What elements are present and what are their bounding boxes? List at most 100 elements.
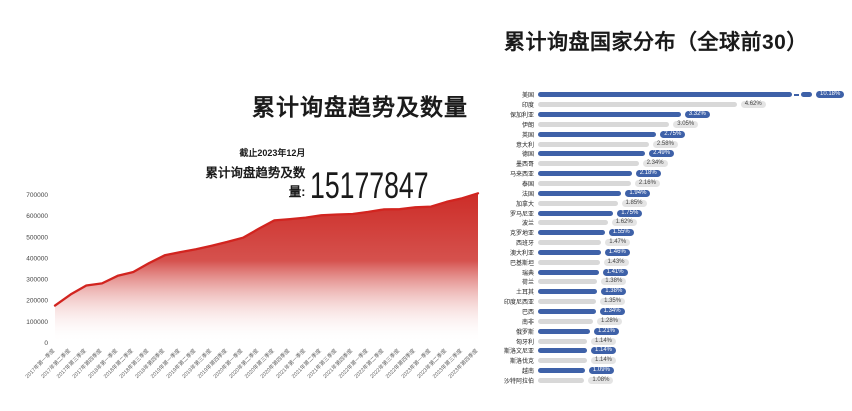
country-bar [538, 318, 593, 324]
country-value-badge: 2.75% [660, 130, 686, 138]
country-row: 加拿大 1.85% [500, 198, 850, 208]
country-row: 西班牙 1.47% [500, 238, 850, 248]
country-label: 保加利亚 [509, 113, 534, 120]
country-bar-segment [538, 92, 792, 98]
country-label: 巴西 [521, 309, 534, 316]
country-bar [538, 102, 737, 108]
cumulative-count-value: 15177847 [310, 165, 429, 207]
country-bar [538, 121, 670, 127]
country-value-badge: 1.38% [601, 288, 627, 296]
country-row: 波兰 1.62% [500, 218, 850, 228]
country-bar [538, 259, 600, 265]
country-bar [538, 200, 618, 206]
country-value-badge: 3.32% [684, 111, 710, 119]
country-label: 罗马尼亚 [509, 211, 534, 218]
country-value-badge: 1.38% [601, 278, 627, 286]
country-label: 印度 [521, 103, 534, 110]
country-label: 澳大利亚 [509, 250, 534, 257]
country-value-badge: 1.35% [600, 298, 626, 306]
country-label: 德国 [521, 152, 534, 159]
country-label: 斯洛文尼亚 [503, 349, 534, 356]
country-row: 荷兰 1.38% [500, 277, 850, 287]
country-row: 马来西亚 2.18% [500, 169, 850, 179]
country-label: 印度尼西亚 [503, 300, 534, 307]
country-row: 伊朗 3.05% [500, 120, 850, 130]
country-value-badge: 2.34% [642, 160, 668, 168]
trend-stat-text: 截止2023年12月 累计询盘趋势及数量: [205, 146, 305, 200]
country-row: 澳大利亚 1.46% [500, 248, 850, 258]
country-row: 意大利 2.58% [500, 139, 850, 149]
country-label: 南非 [521, 319, 534, 326]
country-value-badge: 1.34% [599, 307, 625, 315]
country-value-badge: 3.05% [673, 120, 699, 128]
country-label: 伊朗 [521, 122, 534, 129]
country-chart-title: 累计询盘国家分布（全球前30） [504, 31, 808, 54]
country-value-badge: 1.09% [588, 367, 614, 375]
country-label: 美国 [521, 93, 534, 100]
country-bar [538, 151, 646, 157]
country-label: 法国 [521, 191, 534, 198]
country-value-badge: 1.55% [608, 229, 634, 237]
country-row: 斯洛伐克 1.14% [500, 356, 850, 366]
country-bar [538, 249, 601, 255]
country-bar [538, 131, 657, 137]
country-label: 斯洛伐克 [509, 359, 534, 366]
y-axis-tick-label: 700000 [26, 192, 48, 199]
country-label: 俄罗斯 [515, 329, 534, 336]
country-value-badge: 4.62% [740, 101, 766, 109]
country-value-badge: 1.62% [611, 219, 637, 227]
country-value-badge: 1.14% [591, 347, 617, 355]
country-value-badge: 10.18% [816, 91, 845, 99]
country-row: 墨西哥 2.34% [500, 159, 850, 169]
area-fill [55, 193, 478, 343]
country-row: 沙特阿拉伯 1.08% [500, 375, 850, 385]
country-row: 法国 1.94% [500, 188, 850, 198]
y-axis-tick-label: 400000 [26, 255, 48, 262]
country-label: 土耳其 [515, 290, 534, 297]
country-label: 西班牙 [515, 241, 534, 248]
country-bar [538, 171, 632, 177]
y-axis-tick-label: 600000 [26, 213, 48, 220]
country-label: 克罗地亚 [509, 231, 534, 238]
country-bar [538, 141, 649, 147]
country-row: 美国 10.18% [500, 90, 850, 100]
country-label: 瑞典 [521, 270, 534, 277]
country-row: 德国 2.49% [500, 149, 850, 159]
country-label: 马来西亚 [509, 172, 534, 179]
country-bar [538, 368, 585, 374]
country-row: 英国 2.75% [500, 129, 850, 139]
country-bar-chart: 美国 10.18% 印度 4.62% 保加利亚 3.32% 伊朗 3.05% 英国 2.75% 意大… [500, 90, 850, 385]
as-of-date-label: 截止2023年12月 [239, 148, 306, 158]
country-bar [538, 358, 587, 364]
country-value-badge: 1.94% [625, 189, 651, 197]
country-row: 罗马尼亚 1.75% [500, 208, 850, 218]
country-row: 土耳其 1.38% [500, 287, 850, 297]
country-row: 瑞典 1.41% [500, 267, 850, 277]
country-value-badge: 1.14% [591, 357, 617, 365]
country-bar [538, 190, 622, 196]
country-bar [538, 279, 598, 285]
cumulative-count-label: 累计询盘趋势及数量: [205, 166, 306, 199]
country-row: 泰国 2.16% [500, 179, 850, 189]
y-axis-tick-label: 500000 [26, 234, 48, 241]
y-axis-tick-label: 0 [44, 340, 48, 347]
country-value-badge: 1.75% [617, 209, 643, 217]
country-bar [538, 181, 631, 187]
country-bar [538, 348, 587, 354]
country-label: 意大利 [515, 142, 534, 149]
country-row: 俄罗斯 1.21% [500, 326, 850, 336]
axis-break-dash [794, 94, 799, 96]
country-label: 墨西哥 [515, 162, 534, 169]
country-label: 加拿大 [515, 201, 534, 208]
country-bar [538, 161, 639, 167]
country-label: 巴基斯坦 [509, 260, 534, 267]
country-row: 印度 4.62% [500, 100, 850, 110]
y-axis-tick-label: 300000 [26, 277, 48, 284]
country-row: 克罗地亚 1.55% [500, 228, 850, 238]
country-bar [538, 338, 587, 344]
trend-chart-title: 累计询盘趋势及数量 [252, 94, 468, 120]
country-bar [538, 210, 614, 216]
country-value-badge: 1.43% [603, 258, 629, 266]
trend-stat-block: 截止2023年12月 累计询盘趋势及数量: 15177847 [205, 146, 475, 207]
